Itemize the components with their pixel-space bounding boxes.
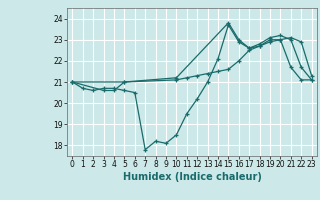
X-axis label: Humidex (Indice chaleur): Humidex (Indice chaleur) bbox=[123, 172, 261, 182]
